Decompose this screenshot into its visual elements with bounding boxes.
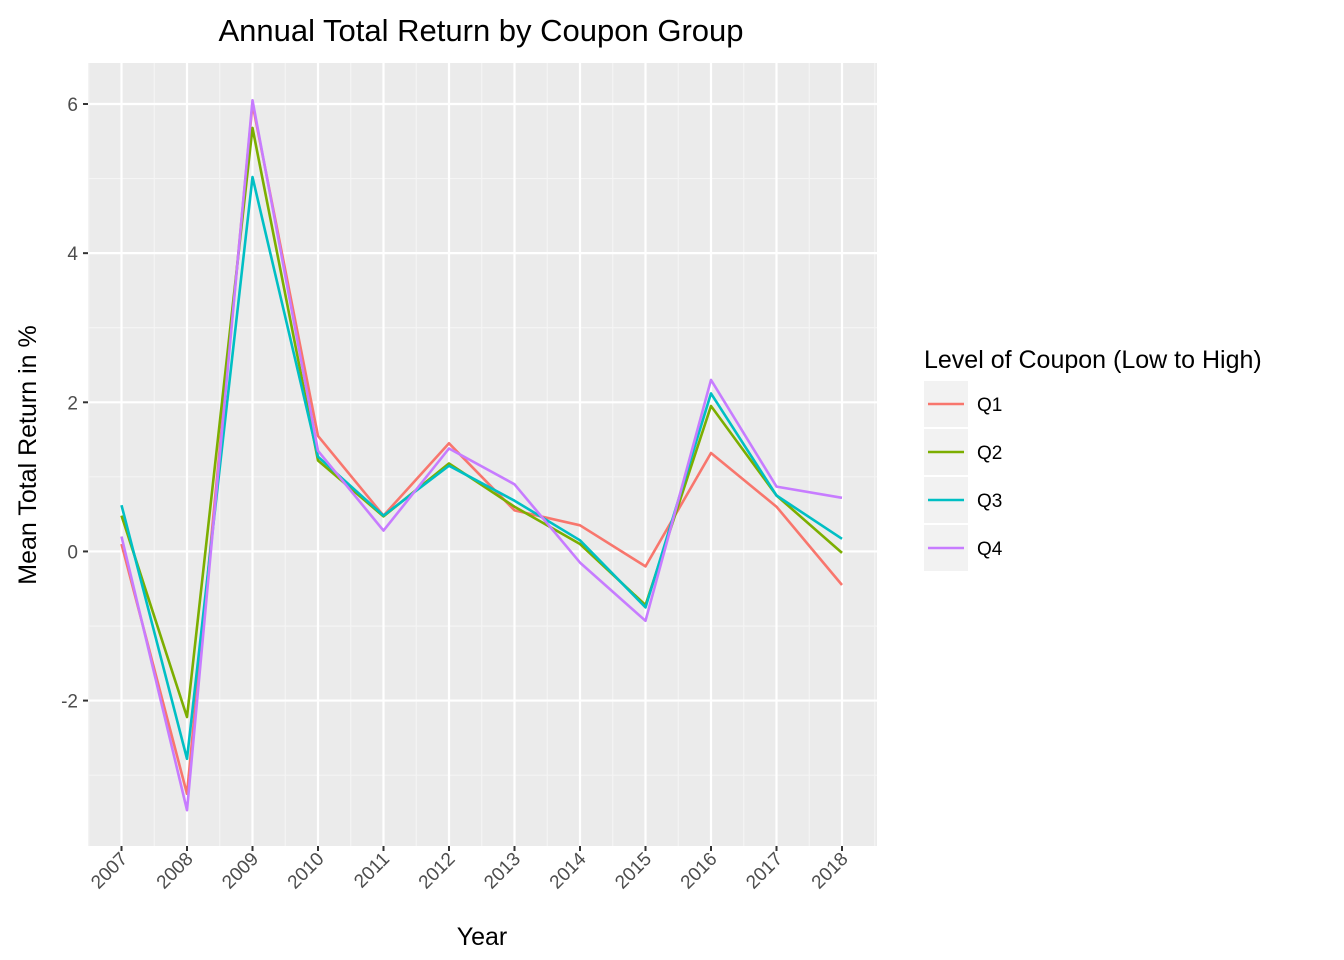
x-tick-label: 2010 (284, 849, 329, 894)
legend-label-q1: Q1 (977, 395, 1002, 416)
x-tick-label: 2011 (350, 849, 394, 893)
x-tick-label: 2016 (677, 849, 722, 894)
x-tick-label: 2018 (808, 849, 853, 894)
y-tick-label: 0 (67, 542, 78, 563)
x-tick-label: 2012 (415, 849, 460, 894)
y-tick-label: 4 (67, 244, 78, 265)
minor-gridlines (88, 63, 877, 846)
x-tick-label: 2008 (153, 849, 198, 894)
legend: Level of Coupon (Low to High) Q1 Q2 Q3 Q4 (924, 346, 1262, 571)
x-tick-label: 2017 (742, 849, 787, 894)
legend-label-q2: Q2 (977, 443, 1002, 464)
x-axis: 2007 2008 2009 2010 2011 2012 2013 2014 2015 2016… (87, 846, 853, 894)
y-tick-label: -2 (61, 692, 78, 713)
x-tick-label: 2013 (480, 849, 525, 894)
x-tick-label: 2009 (218, 849, 263, 894)
chart-title: Annual Total Return by Coupon Group (218, 13, 743, 48)
x-tick-label: 2007 (87, 849, 132, 894)
y-axis-title: Mean Total Return in % (14, 325, 42, 584)
major-gridlines (88, 63, 877, 846)
series-line-q3 (120, 175, 843, 761)
plot-panel (88, 63, 877, 846)
y-tick-label: 2 (67, 393, 78, 414)
x-tick-label: 2015 (611, 849, 656, 894)
legend-label-q3: Q3 (977, 491, 1002, 512)
series-lines (120, 99, 843, 812)
x-tick-label: 2014 (546, 848, 591, 893)
series-line-q4 (120, 99, 843, 812)
legend-title: Level of Coupon (Low to High) (924, 346, 1262, 374)
y-tick-label: 6 (67, 95, 78, 116)
legend-label-q4: Q4 (977, 539, 1003, 560)
y-axis: -2 0 2 4 6 (61, 95, 88, 713)
x-axis-title: Year (457, 923, 508, 951)
